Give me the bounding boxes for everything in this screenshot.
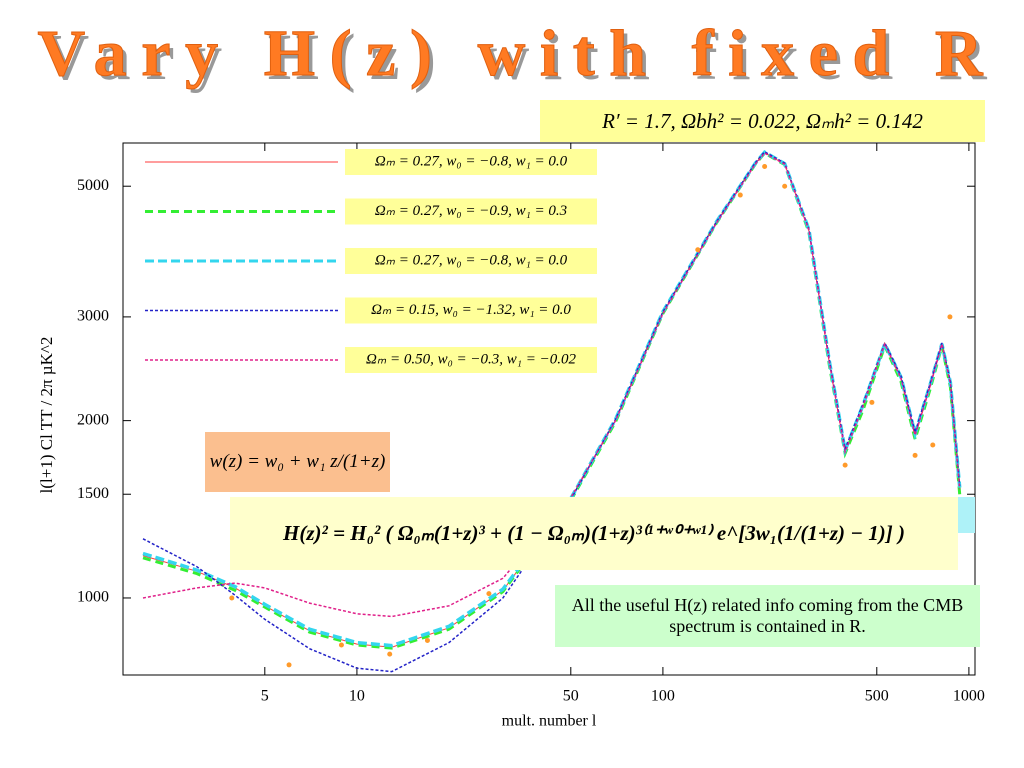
legend-box (345, 149, 597, 175)
series-line (142, 150, 961, 673)
y-tick-label: 1000 (77, 589, 109, 606)
legend-box (345, 297, 597, 324)
legend-label: Ωₘ = 0.50, w₀ = −0.3, w₁ = −0.02 (366, 351, 576, 367)
x-tick-label: 100 (651, 688, 675, 705)
data-point (229, 595, 235, 601)
x-axis-label: mult. number l (502, 713, 597, 730)
plot-frame (122, 142, 976, 676)
data-point (387, 651, 393, 657)
data-point (286, 662, 292, 668)
data-point (912, 452, 918, 458)
data-point (737, 192, 743, 198)
title-shadow: Vary H(z) with fixed R (42, 21, 988, 94)
chart-title: Vary H(z) with fixed R (38, 17, 984, 90)
legend-label: Ωₘ = 0.15, w₀ = −1.32, w₁ = 0.0 (371, 302, 571, 318)
w-formula-box: w(z) = w₀ + w₁ z/(1+z) (205, 432, 390, 492)
x-tick-label: 10 (349, 688, 365, 705)
y-axis-label: l(l+1) Cl TT / 2π µK^2 (37, 337, 56, 494)
legend-label: Ωₘ = 0.27, w₀ = −0.8, w₁ = 0.0 (375, 153, 568, 169)
cyan-tab (958, 497, 975, 533)
series-line (142, 152, 961, 618)
legend-box (345, 248, 597, 274)
data-point (486, 591, 492, 597)
data-point (947, 314, 953, 320)
series-line (142, 149, 962, 648)
legend-label: Ωₘ = 0.27, w₀ = −0.8, w₁ = 0.0 (375, 252, 568, 268)
data-point (338, 642, 344, 648)
x-tick-label: 50 (563, 688, 579, 705)
data-point (695, 247, 701, 253)
y-tick-label: 1500 (77, 485, 109, 502)
legend-box (345, 347, 597, 373)
data-point (842, 462, 848, 468)
data-point (762, 164, 768, 170)
x-tick-label: 1000 (953, 688, 985, 705)
y-tick-label: 5000 (77, 177, 109, 194)
y-tick-label: 3000 (77, 308, 109, 325)
annotation-box: All the useful H(z) related info coming … (555, 585, 980, 647)
legend-box (345, 198, 597, 225)
data-point (424, 637, 430, 643)
y-tick-label: 2000 (77, 411, 109, 428)
data-point (869, 399, 875, 405)
parameters-box: R′ = 1.7, Ωbh² = 0.022, Ωₘh² = 0.142 (540, 100, 985, 142)
legend-label: Ωₘ = 0.27, w₀ = −0.9, w₁ = 0.3 (375, 203, 567, 219)
h-formula-box: H(z)² = H₀² ( Ω₀ₘ(1+z)³ + (1 − Ω₀ₘ)(1+z)… (230, 497, 958, 570)
x-tick-label: 500 (865, 688, 889, 705)
data-point (930, 442, 936, 448)
x-tick-label: 5 (261, 688, 269, 705)
data-point (782, 183, 788, 189)
